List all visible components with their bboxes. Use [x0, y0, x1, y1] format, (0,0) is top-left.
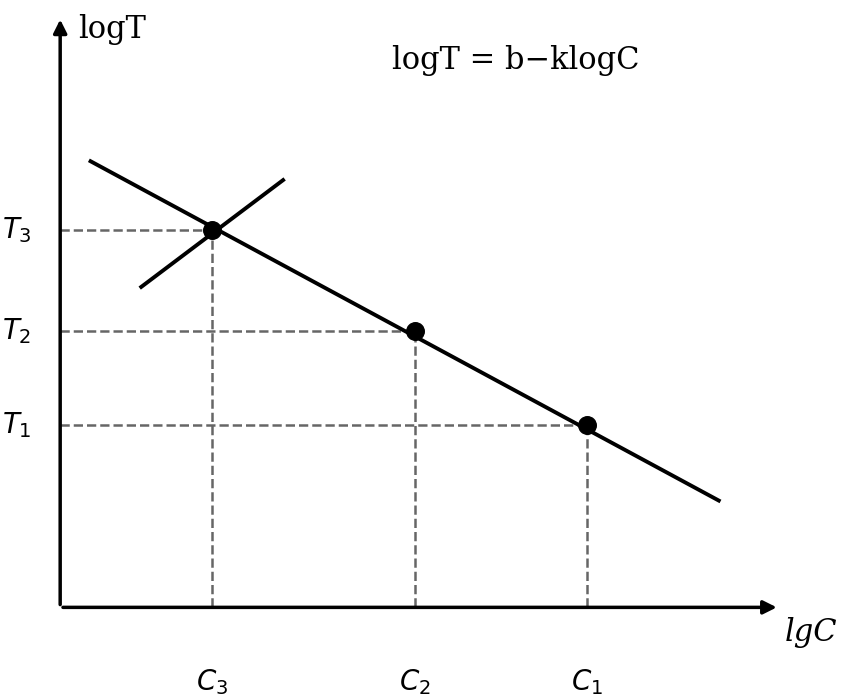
Text: $T_1$: $T_1$: [3, 410, 32, 440]
Text: $T_3$: $T_3$: [2, 216, 32, 245]
Text: $T_2$: $T_2$: [3, 316, 32, 346]
Text: lgC: lgC: [785, 617, 837, 648]
Text: $C_1$: $C_1$: [571, 668, 603, 697]
Text: logT: logT: [78, 14, 147, 45]
Text: $C_2$: $C_2$: [399, 668, 430, 697]
Text: $C_3$: $C_3$: [196, 668, 228, 697]
Point: [408, 325, 422, 336]
Text: logT = b−klogC: logT = b−klogC: [392, 45, 640, 76]
Point: [205, 225, 219, 236]
Point: [580, 419, 594, 431]
